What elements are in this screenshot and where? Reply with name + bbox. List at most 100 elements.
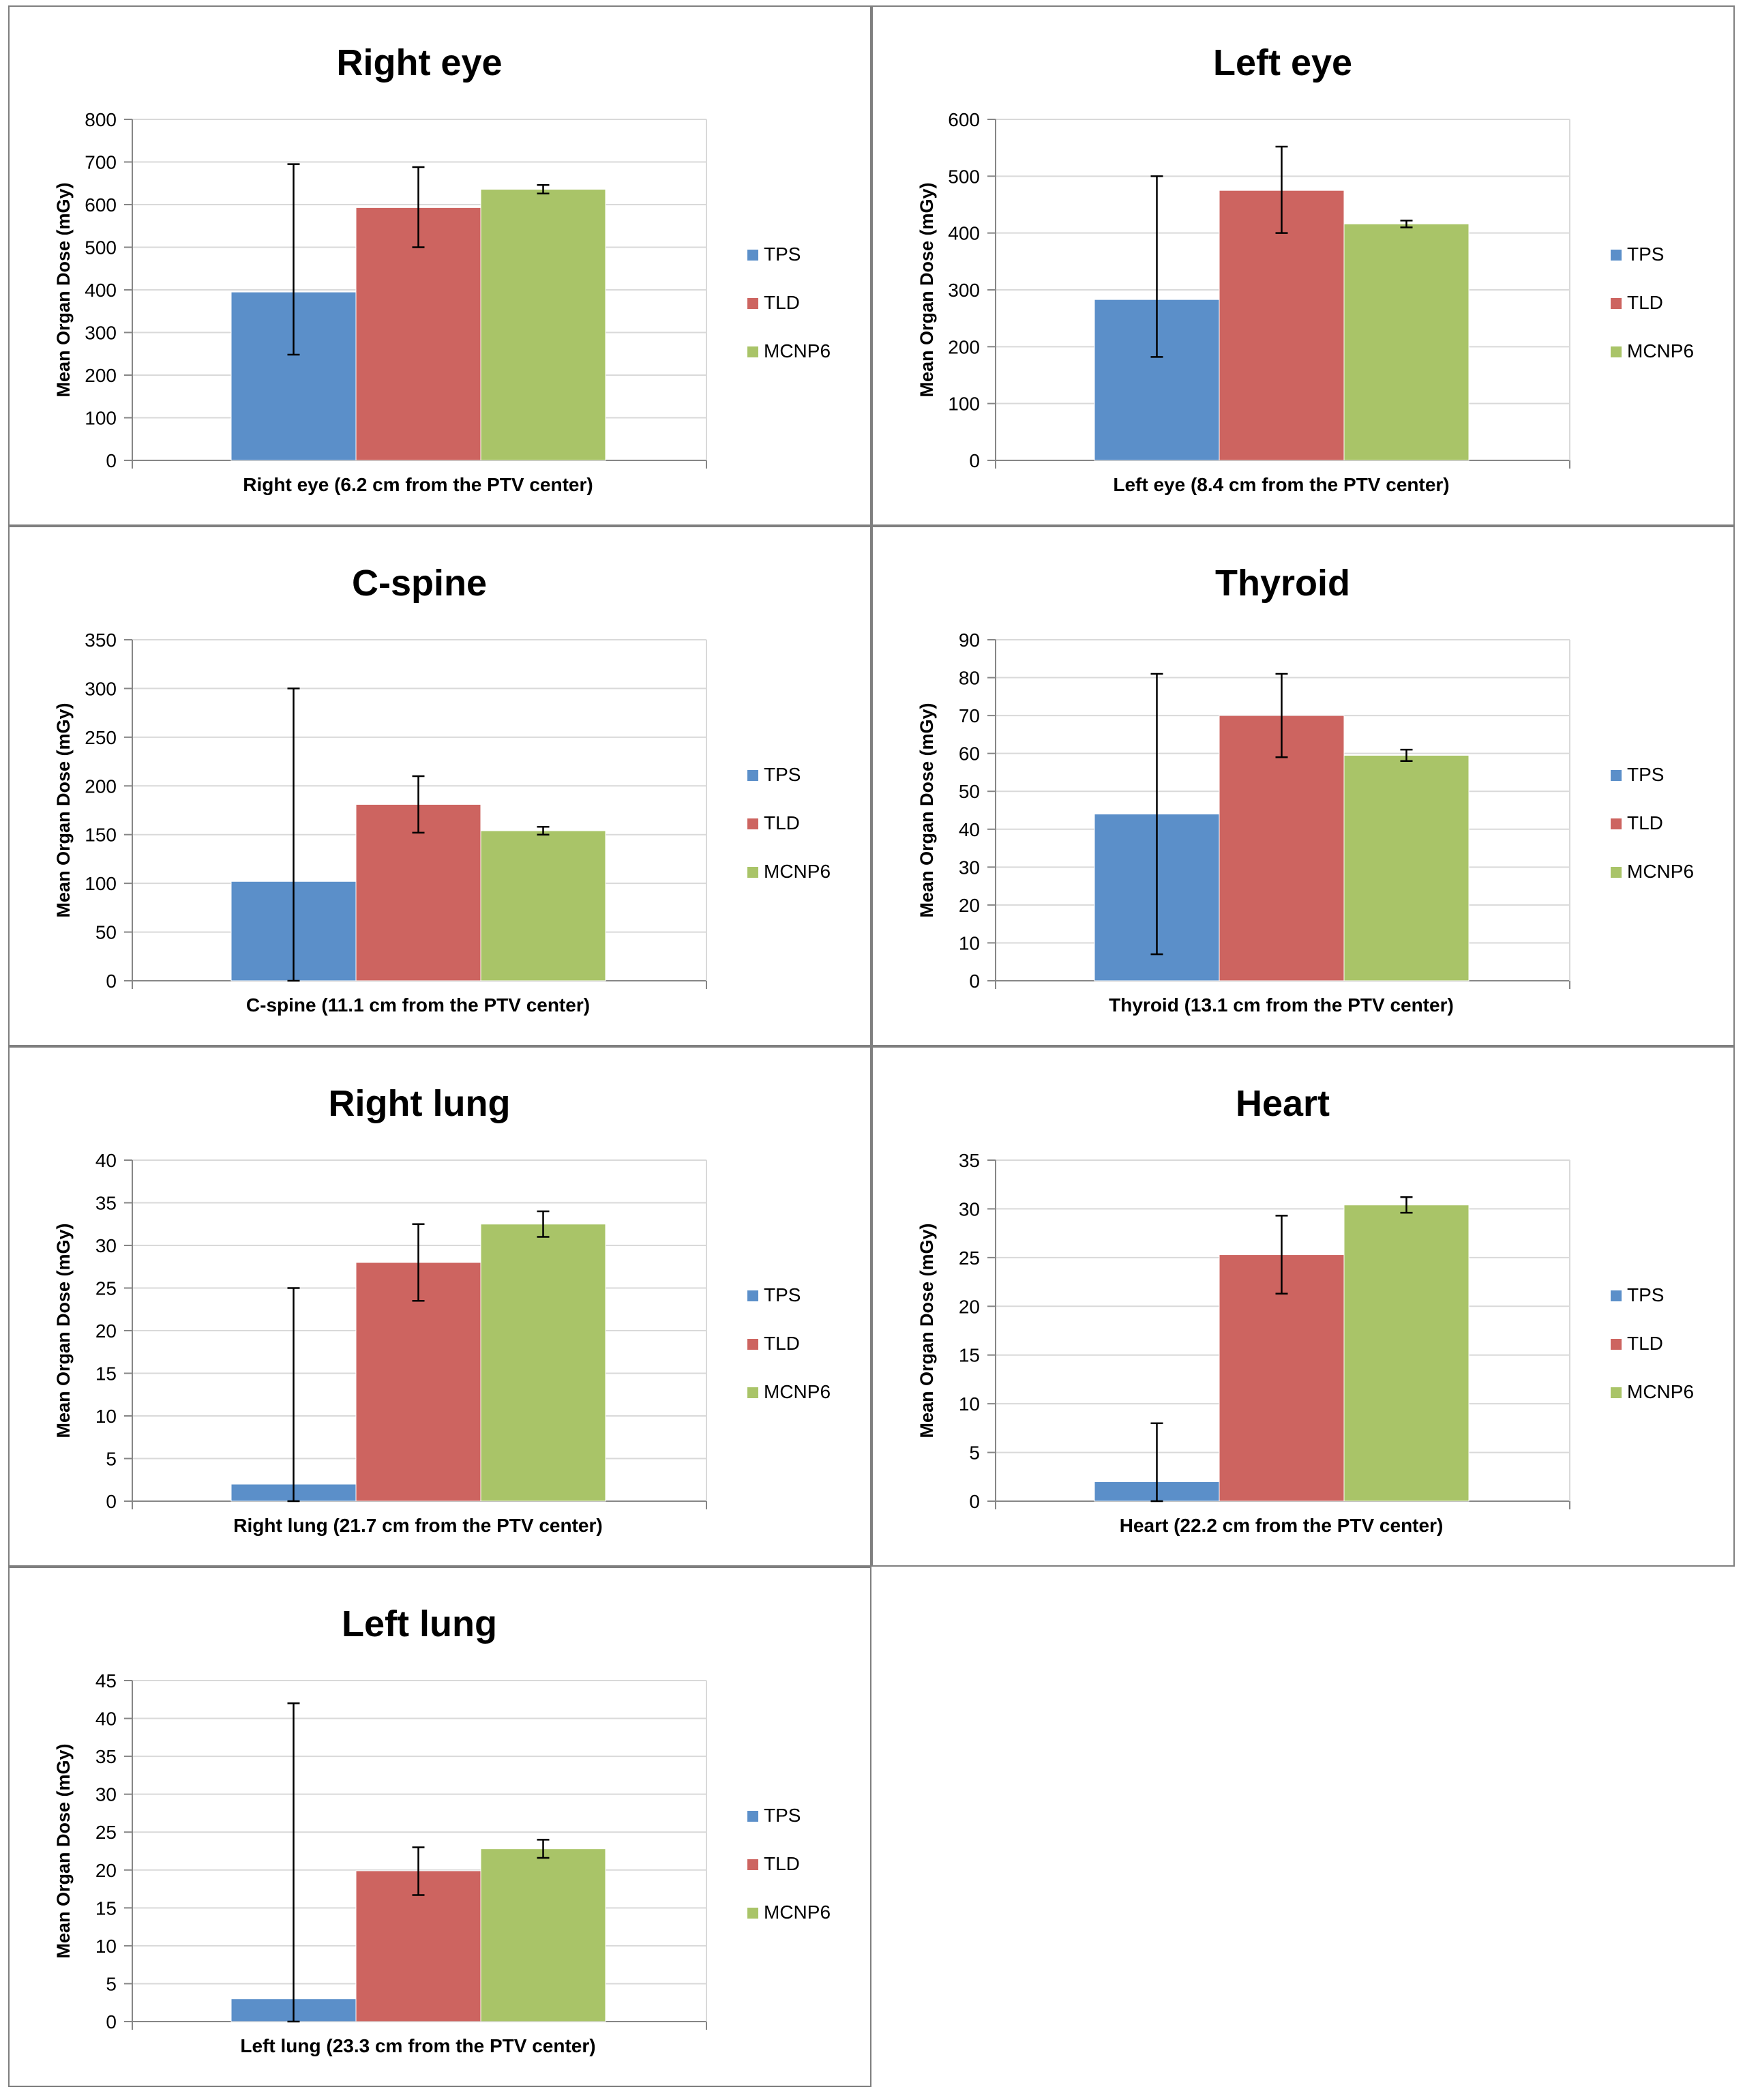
legend-swatch-tps — [1611, 770, 1622, 781]
chart-title: C-spine — [352, 563, 487, 604]
y-tick-label: 800 — [85, 109, 117, 130]
y-tick-label: 30 — [95, 1235, 117, 1256]
y-tick-label: 25 — [95, 1278, 117, 1299]
y-tick-label: 80 — [959, 668, 980, 689]
y-tick-label: 20 — [959, 1296, 980, 1317]
legend-swatch-mcnp6 — [747, 1387, 758, 1398]
chart-title: Left eye — [1213, 42, 1352, 83]
y-tick-label: 50 — [959, 781, 980, 802]
legend-label-tps: TPS — [764, 243, 801, 265]
legend-label-mcnp6: MCNP6 — [764, 1902, 831, 1923]
y-tick-label: 10 — [959, 1393, 980, 1415]
y-tick-label: 0 — [106, 1491, 117, 1512]
bar-mcnp6 — [1343, 1204, 1470, 1502]
y-tick-label: 0 — [969, 971, 980, 992]
y-tick-label: 400 — [948, 223, 980, 244]
legend-label-mcnp6: MCNP6 — [764, 340, 831, 361]
legend-label-tld: TLD — [1627, 1333, 1663, 1354]
chart-svg: Left lung 0 5 10 15 20 25 30 35 40 45 Mean Organ Do… — [53, 1603, 831, 2056]
y-tick-label: 500 — [948, 166, 980, 187]
chart-panel-left-lung: Left lung 0 5 10 15 20 25 30 35 40 45 Mean Organ Do… — [8, 1567, 871, 2087]
legend-swatch-tld — [1611, 298, 1622, 309]
y-tick-label: 400 — [85, 280, 117, 301]
y-tick-label: 30 — [95, 1784, 117, 1805]
y-tick-label: 20 — [95, 1860, 117, 1881]
chart-title: Right eye — [336, 42, 502, 83]
legend-swatch-tld — [747, 818, 758, 829]
y-axis-label: Mean Organ Dose (mGy) — [53, 1223, 74, 1438]
legend-label-mcnp6: MCNP6 — [1627, 861, 1694, 882]
y-tick-label: 15 — [95, 1363, 117, 1385]
y-tick-label: 0 — [969, 450, 980, 471]
chart-panel-right-lung: Right lung 0 5 10 15 20 25 30 35 40 Mean Organ Dos… — [8, 1046, 871, 1567]
y-tick-label: 100 — [85, 408, 117, 429]
x-category-label: C-spine (11.1 cm from the PTV center) — [246, 994, 590, 1016]
y-tick-label: 350 — [85, 630, 117, 651]
y-tick-label: 150 — [85, 825, 117, 846]
y-tick-label: 10 — [959, 932, 980, 953]
y-tick-label: 10 — [95, 1406, 117, 1427]
legend-swatch-tps — [1611, 1290, 1622, 1301]
chart-panel-heart: Heart 0 5 10 15 20 25 30 35 Mean Organ Dose (mGy)… — [871, 1046, 1735, 1567]
y-tick-label: 40 — [95, 1150, 117, 1171]
y-tick-label: 20 — [959, 895, 980, 916]
bar-mcnp6 — [480, 1848, 606, 2022]
legend-swatch-mcnp6 — [1611, 346, 1622, 357]
y-tick-label: 15 — [95, 1897, 117, 1919]
bar-mcnp6 — [480, 830, 606, 981]
y-tick-label: 0 — [969, 1491, 980, 1512]
chart-svg: Right lung 0 5 10 15 20 25 30 35 40 Mean Organ Dos… — [53, 1083, 831, 1536]
chart-title: Heart — [1236, 1083, 1330, 1124]
y-axis-label: Mean Organ Dose (mGy) — [916, 1223, 937, 1438]
y-tick-label: 25 — [959, 1247, 980, 1269]
y-axis-label: Mean Organ Dose (mGy) — [53, 703, 74, 917]
chart-svg: Right eye 0 100 200 300 400 500 600 700 800 Mean O… — [53, 42, 831, 495]
x-category-label: Right lung (21.7 cm from the PTV center) — [233, 1515, 602, 1536]
y-tick-label: 20 — [95, 1320, 117, 1342]
y-tick-label: 200 — [948, 336, 980, 357]
y-tick-label: 50 — [95, 922, 117, 943]
chart-svg: Thyroid 0 10 20 30 40 50 60 70 80 90 Mean Organ Dos… — [916, 563, 1694, 1016]
legend-swatch-tld — [747, 1339, 758, 1350]
y-tick-label: 35 — [95, 1746, 117, 1767]
y-axis-label: Mean Organ Dose (mGy) — [916, 182, 937, 397]
legend-label-tps: TPS — [1627, 243, 1664, 265]
y-tick-label: 40 — [95, 1709, 117, 1730]
bar-mcnp6 — [1343, 754, 1470, 981]
bar-mcnp6 — [480, 189, 606, 461]
legend-label-tld: TLD — [764, 292, 800, 313]
chart-panel-right-eye: Right eye 0 100 200 300 400 500 600 700 800 Mean O… — [8, 5, 871, 526]
y-axis-label: Mean Organ Dose (mGy) — [53, 182, 74, 397]
y-tick-label: 600 — [948, 109, 980, 130]
bar-tld — [355, 207, 481, 461]
y-tick-label: 35 — [95, 1193, 117, 1214]
y-axis-label: Mean Organ Dose (mGy) — [53, 1743, 74, 1958]
y-tick-label: 70 — [959, 705, 980, 726]
legend-swatch-tps — [747, 250, 758, 261]
chart-panel-left-eye: Left eye 0 100 200 300 400 500 600 Mean Organ Do… — [871, 5, 1735, 526]
y-tick-label: 0 — [106, 971, 117, 992]
bar-tld — [1219, 1254, 1345, 1502]
bar-tld — [355, 1870, 481, 2022]
legend-swatch-tps — [1611, 250, 1622, 261]
y-tick-label: 300 — [948, 280, 980, 301]
bar-tld — [1219, 190, 1345, 461]
chart-title: Right lung — [329, 1083, 511, 1124]
x-category-label: Heart (22.2 cm from the PTV center) — [1120, 1515, 1444, 1536]
x-category-label: Left eye (8.4 cm from the PTV center) — [1113, 474, 1449, 495]
y-tick-label: 30 — [959, 1198, 980, 1219]
y-tick-label: 25 — [95, 1822, 117, 1843]
y-tick-label: 500 — [85, 237, 117, 258]
chart-svg: C-spine 0 50 100 150 200 250 300 350 Mean Organ D… — [53, 563, 831, 1016]
y-tick-label: 300 — [85, 323, 117, 344]
y-tick-label: 200 — [85, 365, 117, 386]
y-tick-label: 60 — [959, 743, 980, 765]
legend-label-mcnp6: MCNP6 — [1627, 1381, 1694, 1402]
legend-swatch-mcnp6 — [1611, 867, 1622, 878]
legend-label-tps: TPS — [1627, 1284, 1664, 1305]
chart-title: Thyroid — [1215, 563, 1350, 604]
bar-mcnp6 — [1343, 223, 1470, 461]
y-tick-label: 35 — [959, 1150, 980, 1171]
chart-svg: Left eye 0 100 200 300 400 500 600 Mean Organ Do… — [916, 42, 1694, 495]
